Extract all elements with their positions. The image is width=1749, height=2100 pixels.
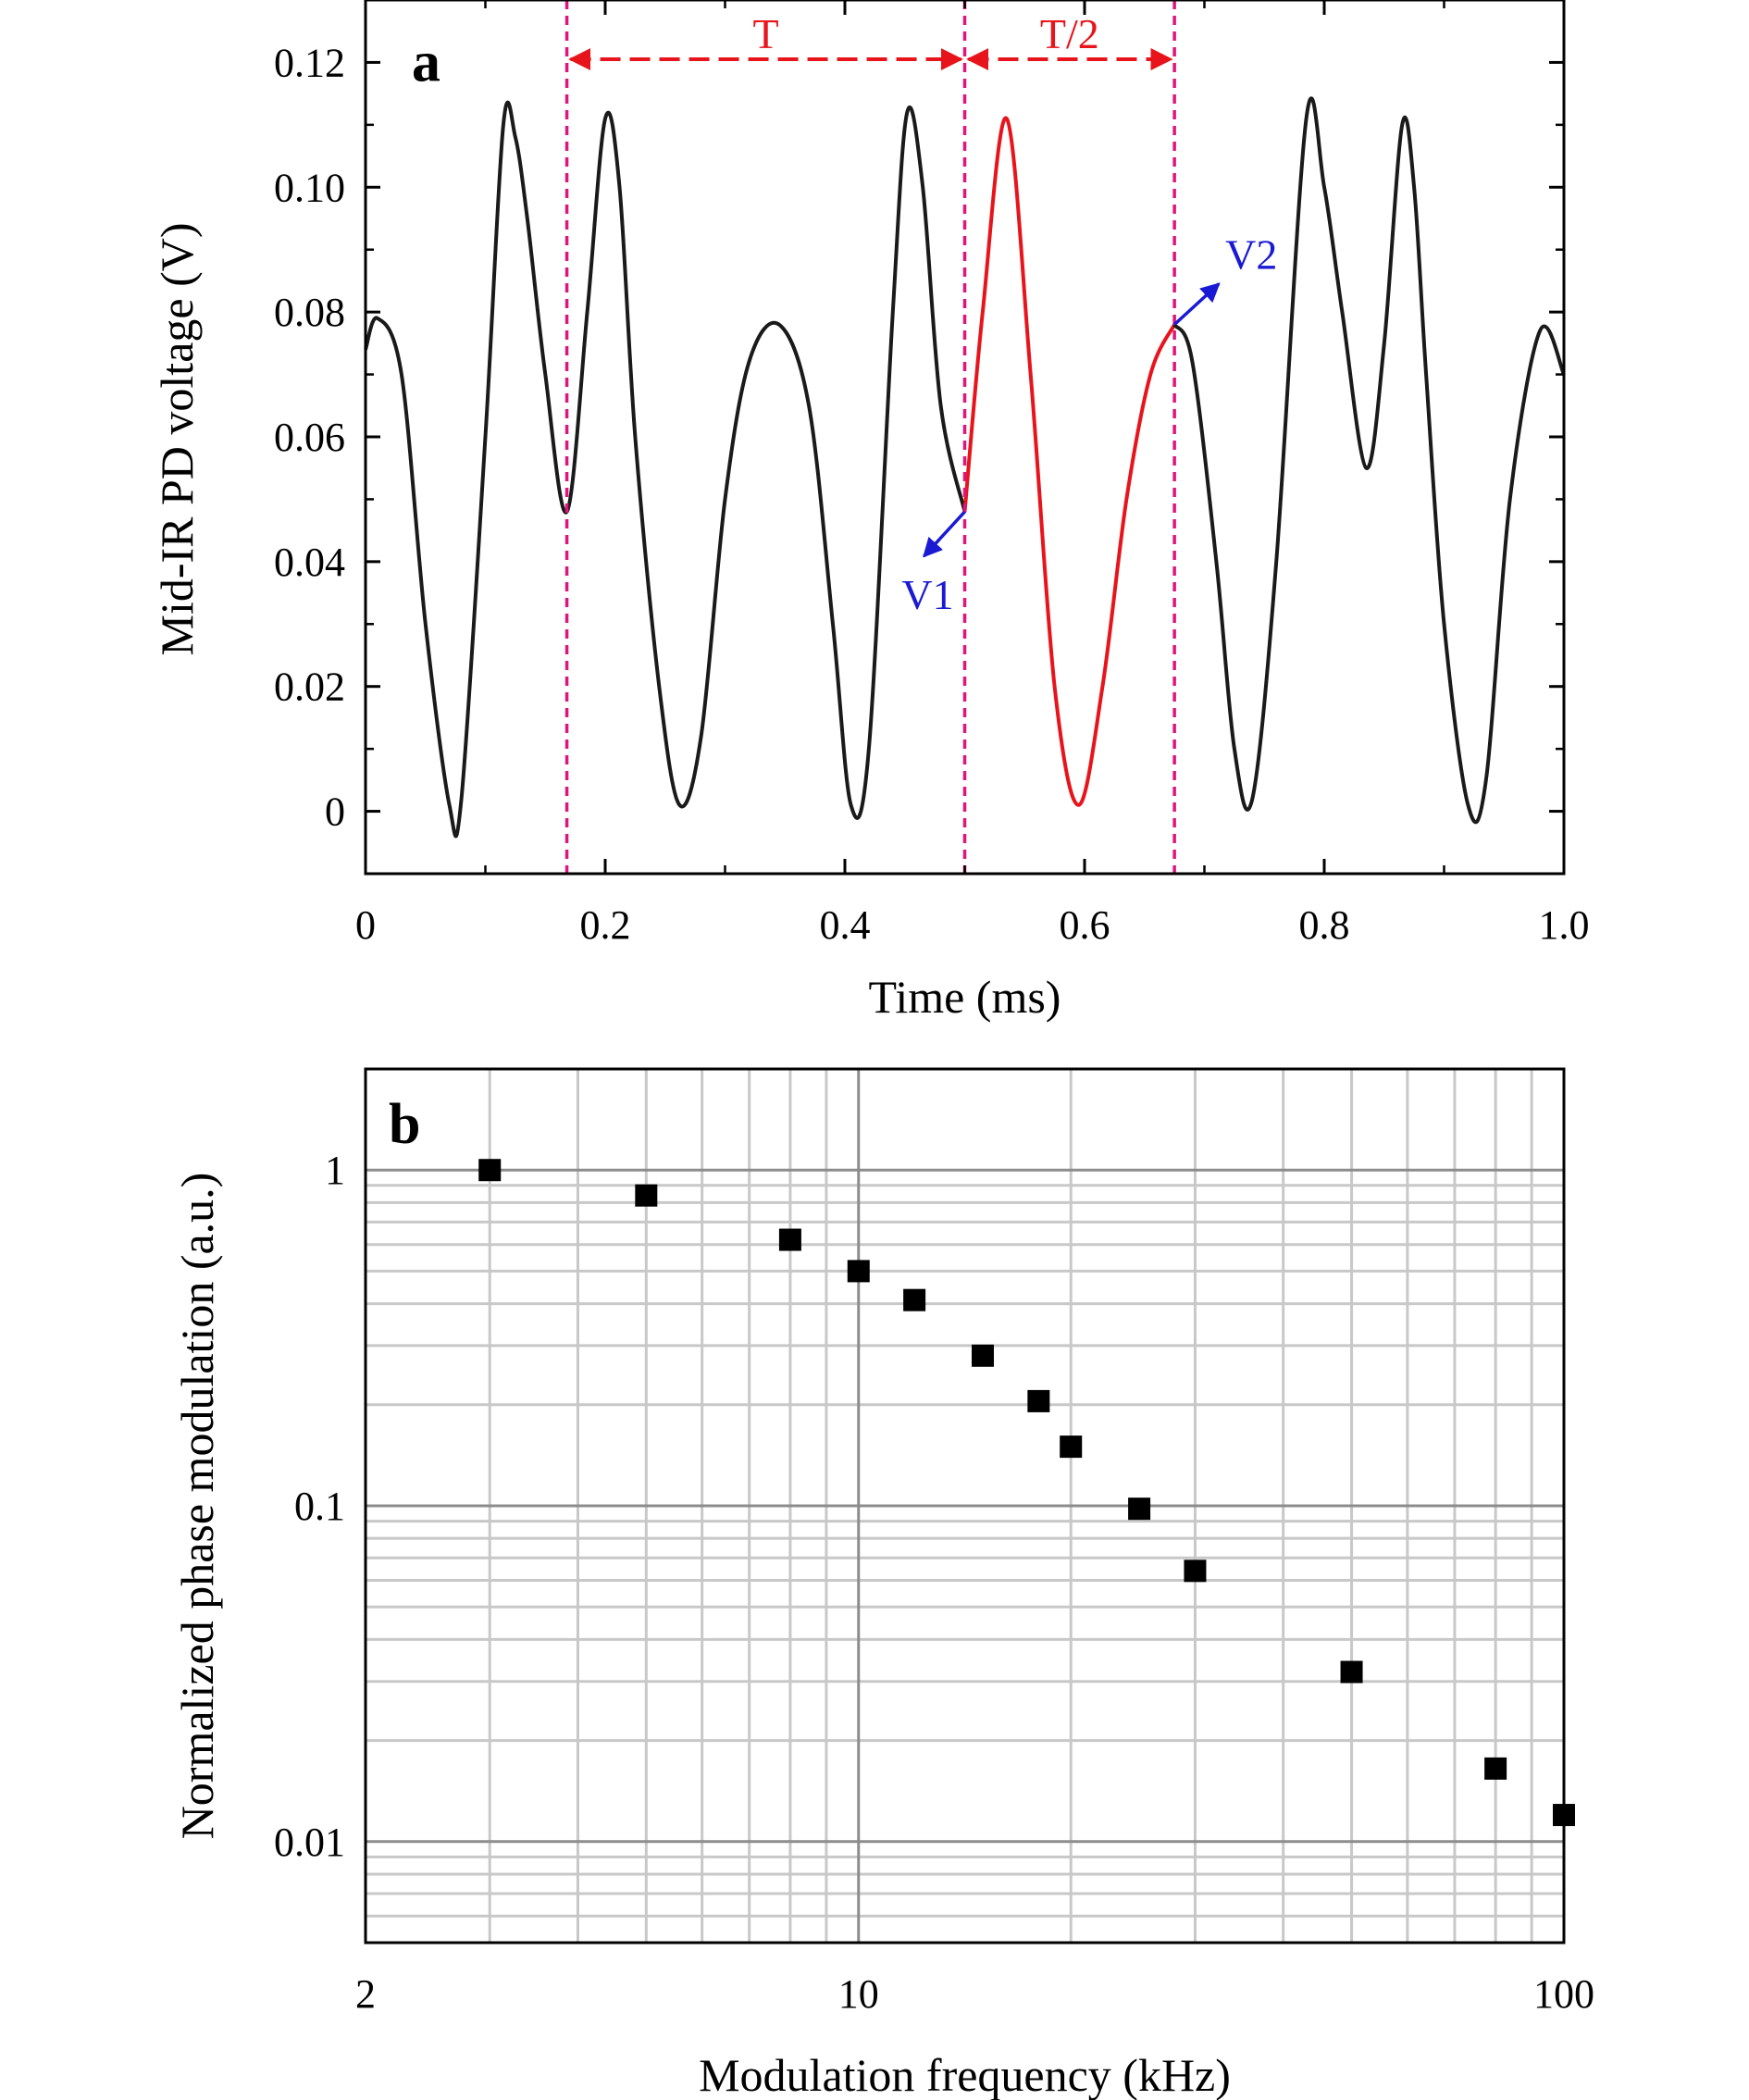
grid-b <box>366 1069 1564 1943</box>
x-tick-label-a: 1.0 <box>1539 902 1590 948</box>
y-tick-label-b: 0.1 <box>294 1484 345 1529</box>
y-tick-label-a: 0.12 <box>274 40 345 85</box>
arrow-V2 <box>1172 282 1221 326</box>
x-tick-label-a: 0.6 <box>1060 902 1110 948</box>
series-line-0 <box>364 100 967 839</box>
data-point <box>778 1228 801 1251</box>
x-tick-label-a: 0.4 <box>820 902 871 948</box>
plot-frame-b <box>364 1067 1566 1945</box>
scatter-points-group <box>478 1159 1575 1827</box>
y-axis-title-b: Normalized phase modulation (a.u.) <box>171 1173 223 1840</box>
panel-label-b: b <box>389 1093 420 1156</box>
x-axis-title-a: Time (ms) <box>869 971 1061 1023</box>
y-tick-label-a: 0 <box>325 789 345 835</box>
x-tick-label-a: 0.2 <box>580 902 631 948</box>
data-point <box>478 1159 502 1182</box>
annotation-group: T T/2 V1 V2 <box>568 10 1277 618</box>
x-tick-label-a: 0 <box>355 902 376 948</box>
data-point <box>847 1260 870 1283</box>
data-point <box>903 1288 926 1311</box>
data-point <box>1184 1559 1207 1583</box>
data-point <box>1060 1435 1083 1459</box>
x-tick-label-b: 100 <box>1533 1971 1594 2017</box>
annotation-V1: V1 <box>901 571 953 618</box>
panel-label-a: a <box>412 31 440 93</box>
period-label-T: T <box>752 10 778 57</box>
period-label-T-half: T/2 <box>1040 10 1099 57</box>
series-line-1 <box>962 116 1176 807</box>
chart-panel-a: T T/2 V1 V2 0 0.2 0.4 0.6 0.8 1.0 0 0.02 0.04 0.0… <box>151 0 1590 1023</box>
annotation-V2: V2 <box>1225 231 1277 279</box>
x-tick-label-a: 0.8 <box>1299 902 1350 948</box>
data-point <box>1027 1389 1050 1412</box>
data-point <box>1128 1497 1151 1521</box>
y-tick-label-b: 1 <box>325 1148 345 1193</box>
y-tick-label-a: 0.08 <box>274 290 345 335</box>
x-tick-label-b: 10 <box>838 1971 879 2017</box>
data-point <box>971 1344 994 1367</box>
data-point <box>1484 1757 1507 1780</box>
period-marker-group <box>564 0 1176 874</box>
y-tick-label-a: 0.04 <box>274 540 345 585</box>
y-tick-label-a: 0.06 <box>274 415 345 460</box>
y-axis-title-a: Mid-IR PD voltage (V) <box>151 223 203 656</box>
x-axis-title-b: Modulation frequency (kHz) <box>699 2049 1231 2100</box>
chart-panel-b: 2 10 100 0.01 0.1 1 b Modulation frequency (k… <box>171 1067 1594 2100</box>
axes-a: 0 0.2 0.4 0.6 0.8 1.0 0 0.02 0.04 0.06 0.08 0.10 0.1… <box>274 0 1590 948</box>
arrow-V1 <box>923 510 966 558</box>
data-point <box>1340 1660 1363 1684</box>
axes-b: 2 10 100 0.01 0.1 1 <box>274 1067 1594 2017</box>
y-tick-label-b: 0.01 <box>274 1820 345 1865</box>
x-tick-label-b: 2 <box>355 1971 376 2017</box>
series-line-2 <box>1172 96 1566 825</box>
y-tick-label-a: 0.02 <box>274 665 345 710</box>
data-point <box>635 1184 658 1207</box>
y-tick-label-a: 0.10 <box>274 165 345 210</box>
voltage-trace-group <box>364 96 1566 839</box>
